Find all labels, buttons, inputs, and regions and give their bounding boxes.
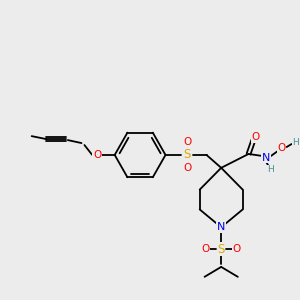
Text: H: H	[267, 165, 273, 174]
Text: N: N	[217, 222, 225, 232]
Text: O: O	[278, 143, 286, 153]
Text: N: N	[262, 153, 270, 163]
Text: O: O	[93, 150, 101, 160]
Text: O: O	[183, 163, 191, 173]
Text: O: O	[201, 244, 210, 254]
Text: S: S	[218, 243, 225, 256]
Text: O: O	[183, 137, 191, 147]
Text: O: O	[251, 132, 260, 142]
Text: O: O	[233, 244, 241, 254]
Text: H: H	[292, 138, 299, 147]
Text: S: S	[183, 148, 191, 161]
